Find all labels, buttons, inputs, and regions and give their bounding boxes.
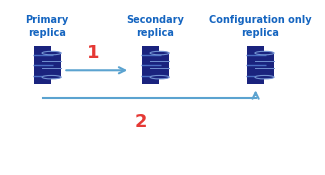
FancyBboxPatch shape [34,46,51,84]
Ellipse shape [255,75,274,79]
Ellipse shape [42,75,61,79]
FancyBboxPatch shape [247,46,264,84]
Text: Secondary
replica: Secondary replica [126,15,184,38]
Ellipse shape [42,51,61,55]
Bar [150,53,169,77]
Text: 1: 1 [87,44,100,62]
Ellipse shape [150,51,169,55]
FancyBboxPatch shape [142,46,159,84]
Ellipse shape [150,75,169,79]
Bar [42,53,61,77]
Text: Primary
replica: Primary replica [26,15,69,38]
Text: Configuration only
replica: Configuration only replica [209,15,311,38]
Bar [255,53,274,77]
Ellipse shape [255,51,274,55]
Text: 2: 2 [135,113,148,131]
